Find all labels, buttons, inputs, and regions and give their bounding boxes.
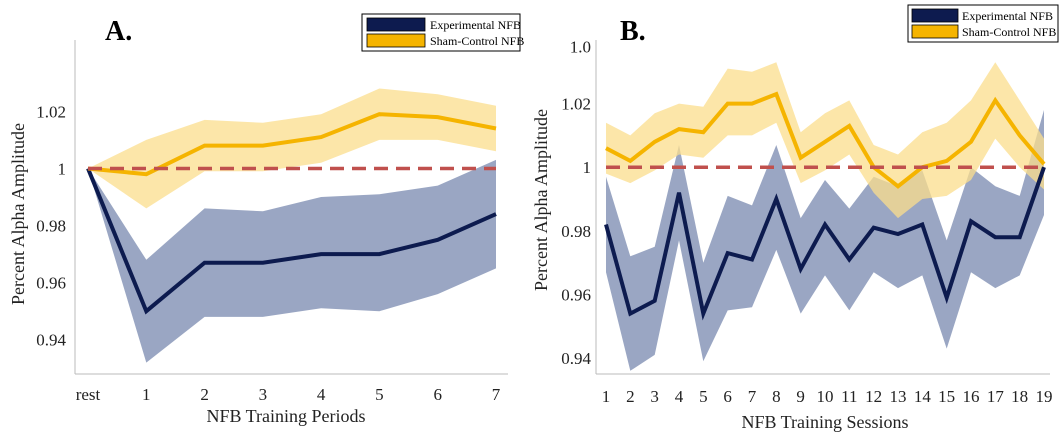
panel-a-x-tick-label: rest xyxy=(76,385,101,404)
panel-b-y-tick-label: 1.0 xyxy=(570,37,591,56)
panel-b-x-tick-label: 4 xyxy=(675,387,684,406)
panel-b-legend: Experimental NFB Sham-Control NFB xyxy=(907,4,1059,43)
panel-b-legend-sham-swatch xyxy=(911,24,959,39)
panel-a-y-axis-label: Percent Alpha Amplitude xyxy=(8,123,28,305)
panel-b-x-tick-label: 15 xyxy=(938,387,955,406)
panel-b-x-tick-label: 13 xyxy=(890,387,907,406)
panel-a-series-lines xyxy=(86,112,497,315)
panel-a-legend-sham-label: Sham-Control NFB xyxy=(430,34,524,48)
panel-a-y-tick-label: 0.96 xyxy=(36,274,66,293)
panel-b-experimental-band xyxy=(606,110,1044,371)
panel-a-x-axis-label: NFB Training Periods xyxy=(206,406,365,426)
panel-a-confidence-bands xyxy=(88,88,496,363)
panel-b-x-tick-label: 18 xyxy=(1011,387,1028,406)
panel-b-y-axis-label: Percent Alpha Amplitude xyxy=(531,109,551,291)
panel-b-x-tick-label: 8 xyxy=(772,387,781,406)
panel-b-x-axis-label: NFB Training Sessions xyxy=(741,412,908,432)
panel-a-legend-experimental-swatch xyxy=(366,17,426,32)
panel-b-x-tick-label: 6 xyxy=(723,387,732,406)
panel-a: rest 1 2 3 4 5 6 7 0.94 0.96 0.98 1 1.02 A. NFB Trai… xyxy=(8,13,524,426)
panel-b-x-tick-label: 7 xyxy=(748,387,757,406)
panel-a-x-tick-label: 6 xyxy=(433,385,442,404)
panel-a-legend: Experimental NFB Sham-Control NFB xyxy=(361,13,524,52)
panel-a-y-tick-label: 1 xyxy=(58,159,67,178)
panel-b-x-tick-label: 12 xyxy=(865,387,882,406)
panel-a-x-tick-label: 3 xyxy=(259,385,268,404)
panel-b-x-tick-label: 17 xyxy=(987,387,1005,406)
panel-a-x-tick-label: 1 xyxy=(142,385,151,404)
panel-b-sham-line xyxy=(605,91,1046,189)
panel-b-x-tick-label: 2 xyxy=(626,387,635,406)
panel-a-x-tick-label: 7 xyxy=(492,385,501,404)
panel-b-x-tick-label: 10 xyxy=(817,387,834,406)
panel-b-y-tick-label: 0.96 xyxy=(561,285,591,304)
panel-a-sham-band xyxy=(88,88,496,209)
panel-b-x-tick-label: 1 xyxy=(602,387,611,406)
panel-b-legend-sham-label: Sham-Control NFB xyxy=(962,25,1056,39)
panel-a-experimental-band xyxy=(88,159,496,363)
panel-b-series-lines xyxy=(604,91,1046,321)
panel-b-legend-experimental-label: Experimental NFB xyxy=(962,9,1053,23)
panel-a-y-tick-label: 1.02 xyxy=(36,102,66,121)
panel-b-experimental-line xyxy=(604,166,1046,321)
panel-b-y-tick-label: 0.94 xyxy=(561,349,591,368)
panel-b: 1 2 3 4 5 6 7 8 9 10 11 12 13 14 15 16 17 18 190.940.960.9… xyxy=(531,4,1059,432)
panel-a-x-tick-label: 2 xyxy=(200,385,209,404)
panel-a-letter: A. xyxy=(105,16,132,47)
panel-a-legend-experimental-label: Experimental NFB xyxy=(430,18,521,32)
panel-b-y-tick-label: 0.98 xyxy=(561,222,591,241)
panel-b-letter: B. xyxy=(620,16,646,47)
panel-b-x-tick-label: 11 xyxy=(841,387,857,406)
panel-a-tick-labels: rest 1 2 3 4 5 6 7 0.94 0.96 0.98 1 1.02 xyxy=(36,102,501,404)
panel-b-x-tick-label: 9 xyxy=(796,387,805,406)
panel-b-x-tick-label: 5 xyxy=(699,387,708,406)
panel-b-x-tick-label: 14 xyxy=(914,387,932,406)
panel-b-legend-experimental-swatch xyxy=(911,8,959,23)
panel-a-legend-sham-swatch xyxy=(366,33,426,48)
panel-a-x-tick-label: 5 xyxy=(375,385,384,404)
panel-b-y-tick-label: 1 xyxy=(583,158,592,177)
panel-b-tick-labels: 1 2 3 4 5 6 7 8 9 10 11 12 13 14 15 16 17 18 190.940.960.9… xyxy=(561,37,1052,406)
panel-a-y-tick-label: 0.98 xyxy=(36,217,66,236)
panel-b-x-tick-label: 3 xyxy=(650,387,659,406)
panel-a-y-tick-label: 0.94 xyxy=(36,331,66,350)
panel-a-x-tick-label: 4 xyxy=(317,385,326,404)
panel-b-y-tick-label: 1.02 xyxy=(561,95,591,114)
panel-a-experimental-line xyxy=(86,167,497,315)
panel-b-x-tick-label: 16 xyxy=(963,387,980,406)
panel-b-x-tick-label: 19 xyxy=(1036,387,1053,406)
